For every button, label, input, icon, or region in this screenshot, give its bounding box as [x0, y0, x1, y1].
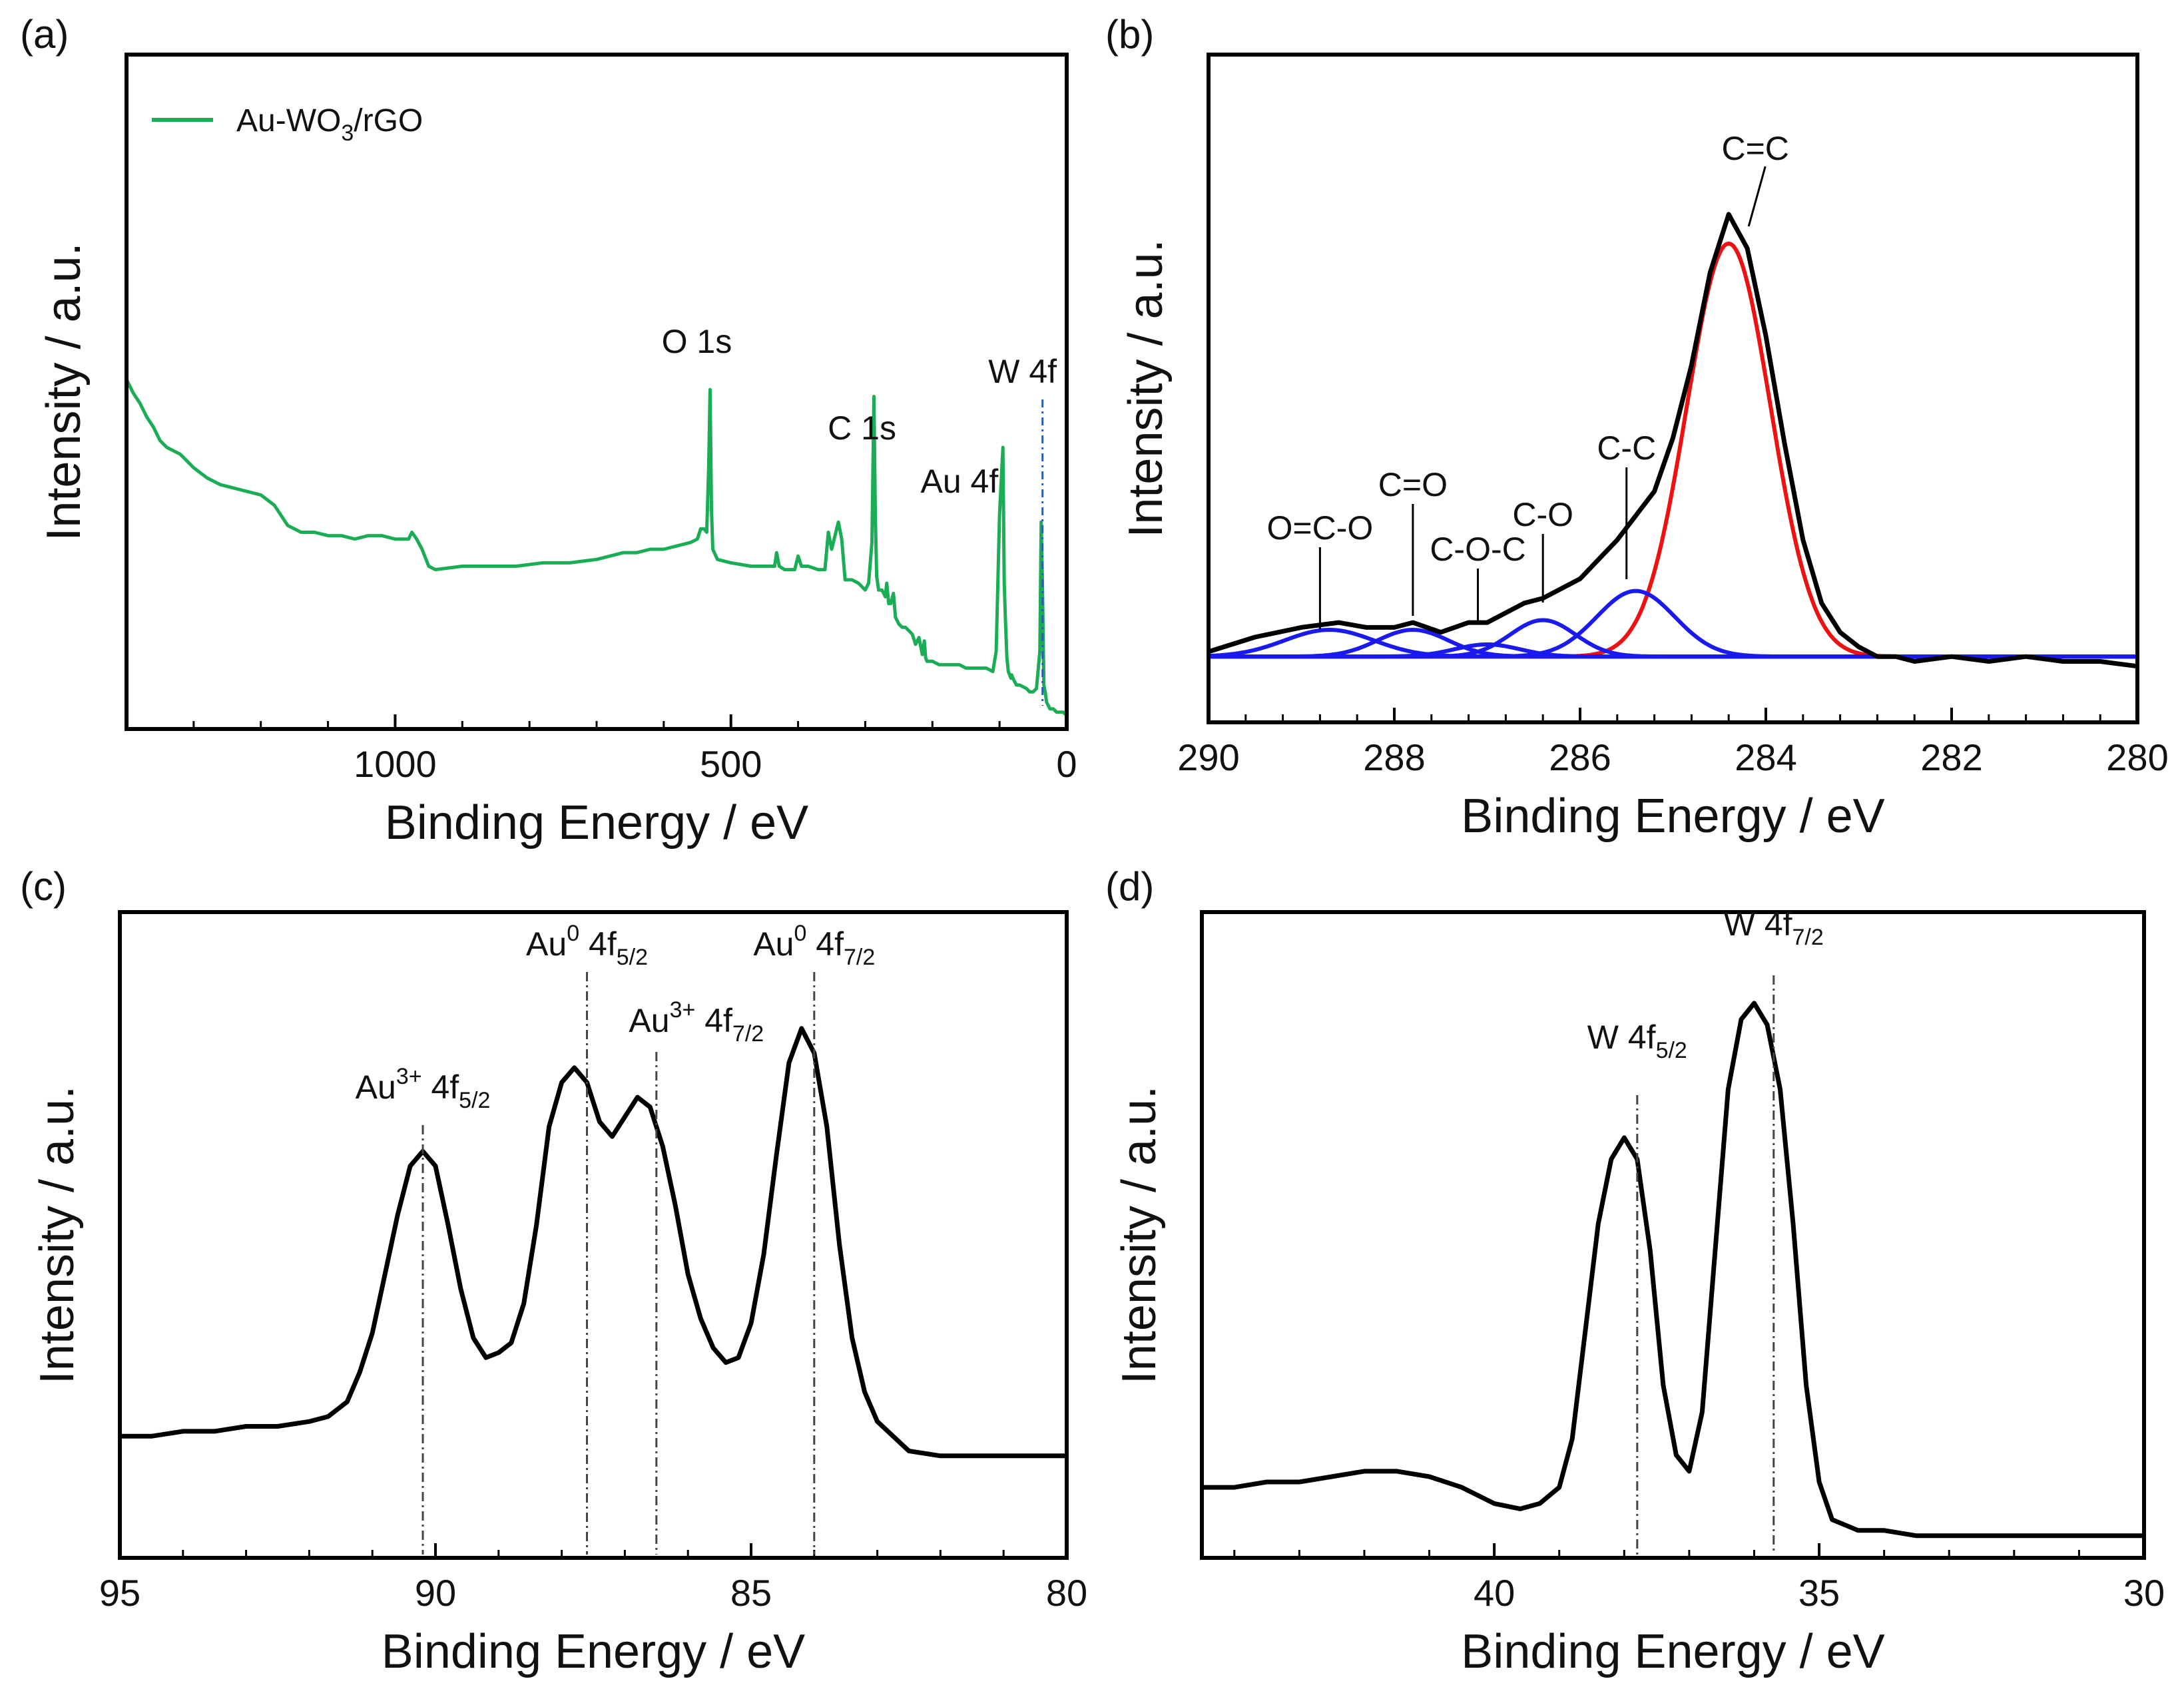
peak-label: W 4f — [988, 353, 1057, 390]
peak-label: C=O — [1378, 466, 1448, 503]
panel-c: (c) 95 90 85 80 Binding Energy / eV Intensity … — [20, 864, 1087, 1678]
peak-label: Au 4f — [921, 463, 999, 500]
x-tick-label: 80 — [1046, 1572, 1087, 1614]
peak-annotations-b: C=C C-C C-OC-O-C C=OO=C-O — [1267, 130, 1789, 629]
panel-label-d: (d) — [1105, 864, 1154, 909]
y-axis-title: Intensity / a.u. — [1119, 239, 1173, 537]
x-tick-label: 85 — [730, 1572, 772, 1614]
peak-annotations-d: W 4f5/2 W 4f7/2 — [1587, 905, 1824, 1555]
peak-label: C=C — [1721, 130, 1788, 167]
plot-area-a — [129, 379, 1065, 716]
peak-annotations-a: O 1s C 1s Au 4f W 4f — [662, 323, 1057, 706]
panel-label-c: (c) — [20, 864, 67, 909]
x-tick-label: 284 — [1735, 736, 1796, 778]
x-tick-label: 95 — [99, 1572, 140, 1614]
x-tick-label: 90 — [415, 1572, 456, 1614]
series-line-d — [1204, 1001, 2142, 1539]
y-axis-title: Intensity / a.u. — [1113, 1086, 1166, 1384]
x-tick-label: 0 — [1056, 743, 1077, 785]
y-axis-title: Intensity / a.u. — [31, 1086, 84, 1384]
legend-label: Au-WO3/rGO — [236, 103, 423, 146]
series-line-c — [122, 1026, 1065, 1459]
plot-frame-d — [1200, 910, 2146, 1560]
y-axis-title: Intensity / a.u. — [37, 242, 91, 541]
series-line-a — [129, 379, 1065, 716]
x-tick-label: 1000 — [354, 743, 437, 785]
peak-label: C-O — [1512, 496, 1573, 533]
x-axis-title: Binding Energy / eV — [385, 796, 808, 849]
panel-a: (a) 1000 500 0 Binding Energy / eV Intensity … — [20, 12, 1077, 849]
x-axis-title: Binding Energy / eV — [1461, 790, 1884, 843]
peak-label: Au3+ 4f5/2 — [356, 1064, 491, 1113]
fit-component-o-c-o — [1211, 627, 2135, 659]
peak-label: C-C — [1597, 429, 1656, 467]
peak-annotations-c: Au3+ 4f5/2 Au0 4f5/2 Au3+ 4f7/2 Au0 4f7/2 — [356, 921, 875, 1555]
series-line-b — [1211, 212, 2135, 668]
peak-label: O=C-O — [1267, 509, 1374, 547]
peak-label: O 1s — [662, 323, 732, 360]
peak-label: W 4f5/2 — [1587, 1019, 1687, 1063]
fit-component-c-c — [1211, 241, 2135, 659]
x-tick-label: 288 — [1363, 736, 1425, 778]
plot-frame-a — [125, 53, 1069, 731]
x-tick-label: 280 — [2106, 736, 2168, 778]
legend: Au-WO3/rGO — [152, 103, 423, 146]
plot-area-c — [122, 1026, 1065, 1459]
plot-area-b — [1211, 212, 2135, 668]
x-tick-label: 35 — [1798, 1572, 1840, 1614]
peak-label: C-O-C — [1430, 531, 1525, 568]
panel-label-a: (a) — [20, 12, 69, 57]
x-tick-label: 286 — [1549, 736, 1611, 778]
x-tick-label: 40 — [1474, 1572, 1515, 1614]
x-tick-label: 500 — [700, 743, 762, 785]
peak-label: Au0 4f5/2 — [526, 921, 648, 970]
plot-area-d — [1204, 1001, 2142, 1539]
panel-d: (d) 40 35 30 Binding Energy / eV Intensity / … — [1105, 864, 2165, 1678]
x-tick-label: 30 — [2123, 1572, 2165, 1614]
x-tick-label: 290 — [1177, 736, 1239, 778]
peak-label: Au0 4f7/2 — [753, 921, 875, 970]
x-axis-title: Binding Energy / eV — [1461, 1625, 1884, 1678]
panel-label-b: (b) — [1105, 12, 1154, 57]
peak-label: C 1s — [828, 409, 896, 447]
plot-frame-b — [1207, 53, 2139, 724]
x-axis-title: Binding Energy / eV — [382, 1625, 805, 1678]
x-tick-label: 282 — [1920, 736, 1982, 778]
peak-label: Au3+ 4f7/2 — [629, 997, 764, 1047]
panel-b: (b) 290 288 286 284 282 280 Binding Energy / eV… — [1105, 12, 2169, 843]
plot-frame-c — [118, 910, 1069, 1560]
peak-label: W 4f7/2 — [1724, 905, 1824, 950]
peak-leader-line — [1747, 166, 1767, 227]
